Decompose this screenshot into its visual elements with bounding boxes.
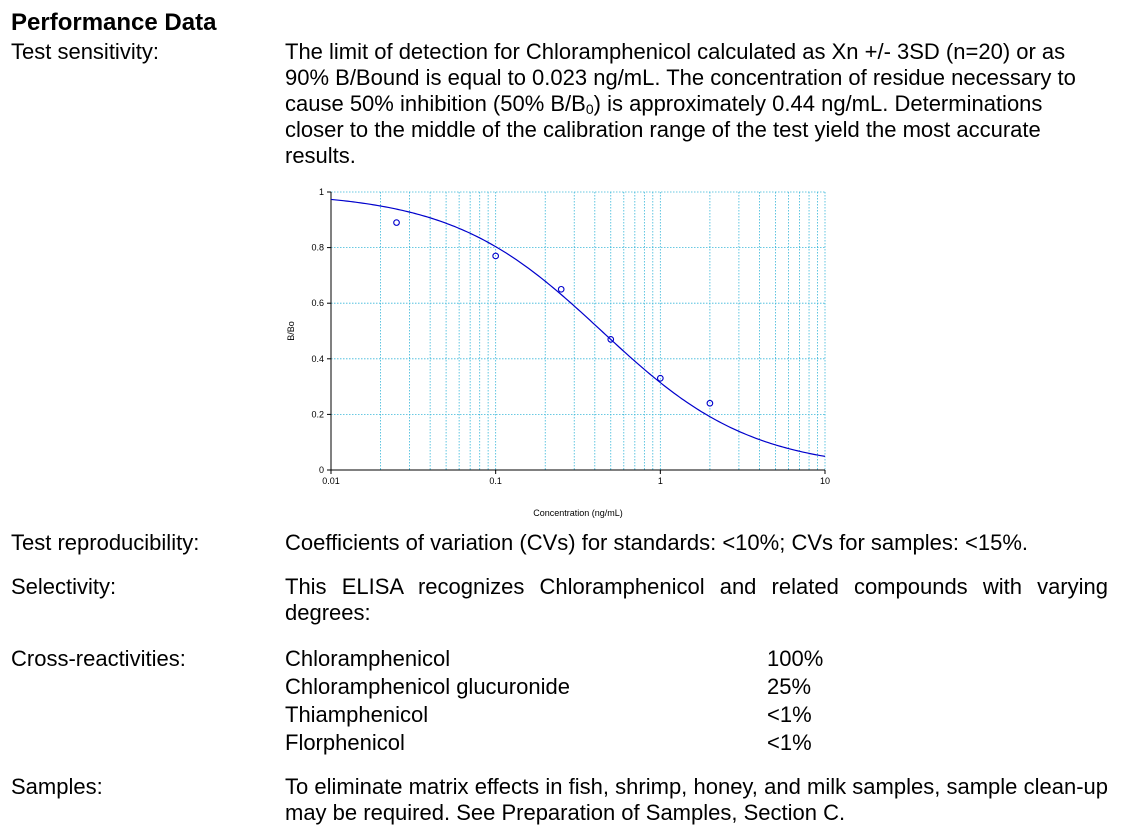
x-tick-label: 0.01 [322, 476, 340, 486]
data-point [393, 219, 400, 226]
label-samples: Samples: [11, 774, 103, 799]
y-axis-label: B/Bo [286, 321, 296, 341]
data-point [706, 399, 714, 407]
y-tick-label: 0.6 [311, 298, 324, 308]
section-title: Performance Data [11, 9, 217, 36]
cross-compound: Chloramphenicol glucuronide [285, 674, 570, 699]
label-test-reproducibility: Test reproducibility: [11, 530, 200, 555]
cross-compound: Chloramphenicol [285, 646, 451, 671]
cross-value: 100% [767, 646, 824, 671]
sensitivity-line-1: The limit of detection for Chloramphenic… [285, 39, 1066, 64]
data-point [492, 252, 500, 260]
data-points [393, 219, 714, 407]
cross-value: <1% [767, 702, 812, 727]
tick-labels: 0 0.2 0.4 0.6 0.8 1 0.01 0.1 1 10 [311, 187, 830, 486]
standard-curve-chart: 0 0.2 0.4 0.6 0.8 1 0.01 0.1 1 10 Concentration (… [286, 187, 830, 518]
x-tick-label: 10 [820, 476, 830, 486]
label-test-sensitivity: Test sensitivity: [11, 39, 159, 64]
sensitivity-line-5: results. [285, 143, 356, 168]
sensitivity-line-3: cause 50% inhibition (50% B/B0) is appro… [285, 91, 1043, 117]
cross-value: <1% [767, 730, 812, 755]
fit-curve [330, 198, 826, 457]
chart-axes [327, 191, 826, 474]
cross-compound: Thiamphenicol [285, 702, 429, 727]
data-point [607, 335, 615, 343]
x-axis-label: Concentration (ng/mL) [533, 508, 623, 518]
x-tick-label: 0.1 [489, 476, 502, 486]
x-tick-label: 1 [658, 476, 663, 486]
y-tick-label: 0.8 [311, 243, 324, 253]
selectivity-text: This ELISA recognizes Chloramphenicol an… [285, 574, 1108, 625]
label-selectivity: Selectivity: [11, 574, 117, 599]
samples-text: To eliminate matrix effects in fish, shr… [285, 774, 1108, 825]
label-cross-reactivities: Cross-reactivities: [11, 646, 186, 671]
sensitivity-line-4: closer to the middle of the calibration … [285, 117, 1041, 142]
data-point [557, 285, 565, 293]
sensitivity-line-2: 90% B/Bound is equal to 0.023 ng/mL. The… [285, 65, 1076, 90]
data-point [656, 374, 664, 382]
y-tick-label: 1 [319, 187, 324, 197]
chart-grid [331, 191, 826, 470]
y-tick-label: 0 [319, 465, 324, 475]
y-tick-label: 0.4 [311, 354, 324, 364]
reproducibility-text: Coefficients of variation (CVs) for stan… [285, 530, 1029, 555]
y-tick-label: 0.2 [311, 409, 324, 419]
cross-compound: Florphenicol [285, 730, 405, 755]
cross-value: 25% [767, 674, 812, 699]
sensitivity-text: The limit of detection for Chloramphenic… [285, 39, 1076, 169]
